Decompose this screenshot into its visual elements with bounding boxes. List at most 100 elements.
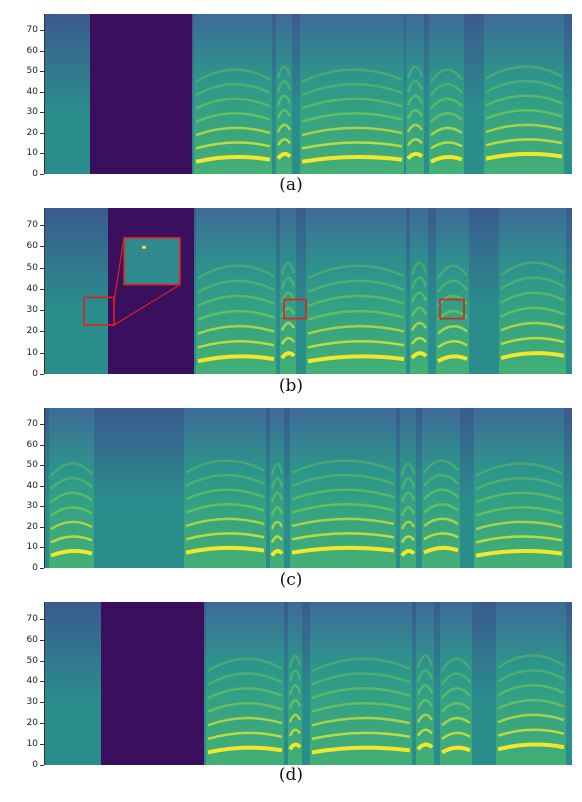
harmonic-stripe xyxy=(50,549,93,558)
harmonic-stripe xyxy=(207,657,283,673)
harmonic-stripe xyxy=(276,65,292,79)
y-tick-label: 0 xyxy=(32,369,38,379)
harmonic-stripe xyxy=(50,477,93,490)
harmonic-stripe xyxy=(400,477,416,490)
y-tick-mark xyxy=(40,702,44,704)
harmonic-stripe xyxy=(207,716,283,727)
spectrogram-svg xyxy=(44,602,572,765)
y-tick-label: 30 xyxy=(26,305,38,316)
y-axis xyxy=(44,14,45,174)
harmonic-stripe xyxy=(291,488,395,501)
harmonic-stripe xyxy=(276,123,292,133)
voiced-segment xyxy=(406,14,424,174)
voiced-segment xyxy=(400,408,416,568)
y-tick-label: 60 xyxy=(26,241,38,252)
harmonic-stripe xyxy=(440,672,472,686)
y-tick-mark xyxy=(40,723,44,725)
voiced-segment xyxy=(440,602,472,765)
spectrogram-svg xyxy=(44,208,572,374)
harmonic-stripe xyxy=(288,742,302,751)
harmonic-stripe xyxy=(400,520,416,530)
harmonic-stripe xyxy=(311,716,411,727)
harmonic-stripe xyxy=(485,94,563,107)
harmonic-stripe xyxy=(416,713,434,723)
harmonic-stripe xyxy=(430,112,463,123)
harmonic-stripe xyxy=(437,340,468,349)
harmonic-stripe xyxy=(195,83,271,97)
harmonic-stripe xyxy=(197,354,275,364)
harmonic-stripe xyxy=(475,535,563,544)
spectrogram-c xyxy=(44,408,572,568)
harmonic-stripe xyxy=(436,264,469,279)
harmonic-stripe xyxy=(197,264,275,280)
voiced-segment xyxy=(280,208,296,374)
y-tick-mark xyxy=(40,618,44,620)
harmonic-stripe xyxy=(195,155,271,164)
y-tick-label: 0 xyxy=(32,760,38,770)
spectrogram-b xyxy=(44,208,572,374)
harmonic-stripe xyxy=(410,321,428,331)
y-tick-label: 40 xyxy=(26,480,38,491)
voiced-segment xyxy=(310,602,412,765)
harmonic-stripe xyxy=(311,731,411,741)
y-tick-mark xyxy=(40,246,44,248)
zoom-connector xyxy=(113,284,181,326)
voiced-segment xyxy=(416,602,434,765)
harmonic-stripe xyxy=(416,684,434,696)
harmonic-stripe xyxy=(207,687,283,700)
harmonic-stripe xyxy=(475,549,563,558)
harmonic-stripe xyxy=(207,672,283,686)
harmonic-stripe xyxy=(497,654,565,669)
harmonic-stripe xyxy=(423,545,459,555)
y-tick-label: 60 xyxy=(26,45,38,56)
harmonic-stripe xyxy=(423,473,459,487)
harmonic-stripe xyxy=(485,123,563,134)
harmonic-stripe xyxy=(430,97,463,110)
harmonic-stripe xyxy=(280,306,296,317)
harmonic-stripe xyxy=(185,503,265,514)
y-tick-label: 60 xyxy=(26,439,38,450)
harmonic-stripe xyxy=(291,517,395,528)
harmonic-stripe xyxy=(436,279,468,293)
y-tick-mark xyxy=(40,639,44,641)
y-tick-mark xyxy=(40,374,44,375)
harmonic-stripe xyxy=(280,321,296,331)
harmonic-stripe xyxy=(311,687,411,700)
y-tick-mark xyxy=(40,660,44,662)
harmonic-stripe xyxy=(301,112,403,123)
y-tick-label: 10 xyxy=(26,739,38,750)
harmonic-stripe xyxy=(291,545,395,555)
voiced-segment xyxy=(300,14,404,174)
y-tick-label: 20 xyxy=(26,521,38,532)
harmonic-stripe xyxy=(423,488,459,501)
zoom-box xyxy=(83,296,115,326)
silence-band xyxy=(90,14,192,174)
spectrogram-a xyxy=(44,14,572,174)
harmonic-stripe xyxy=(307,264,405,280)
harmonic-stripe xyxy=(430,126,463,137)
harmonic-stripe xyxy=(406,65,424,79)
voiced-segment xyxy=(499,208,566,374)
y-tick-mark xyxy=(40,132,44,134)
harmonic-stripe xyxy=(197,324,275,335)
harmonic-stripe xyxy=(207,745,283,755)
y-tick-mark xyxy=(40,112,44,114)
y-tick-label: 40 xyxy=(26,283,38,294)
harmonic-stripe xyxy=(500,321,565,332)
y-tick-mark xyxy=(40,174,44,175)
harmonic-stripe xyxy=(50,506,93,517)
voiced-segment xyxy=(196,208,276,374)
harmonic-stripe xyxy=(406,123,424,133)
voiced-segment xyxy=(206,602,284,765)
harmonic-stripe xyxy=(288,669,302,682)
harmonic-stripe xyxy=(497,742,565,752)
harmonic-stripe xyxy=(400,535,416,544)
harmonic-stripe xyxy=(406,109,424,120)
y-tick-mark xyxy=(40,568,44,569)
y-tick-label: 50 xyxy=(26,66,38,77)
y-tick-mark xyxy=(40,506,44,508)
harmonic-stripe xyxy=(500,306,565,318)
harmonic-stripe xyxy=(441,702,471,713)
harmonic-stripe xyxy=(276,94,292,106)
voiced-segment xyxy=(290,408,396,568)
